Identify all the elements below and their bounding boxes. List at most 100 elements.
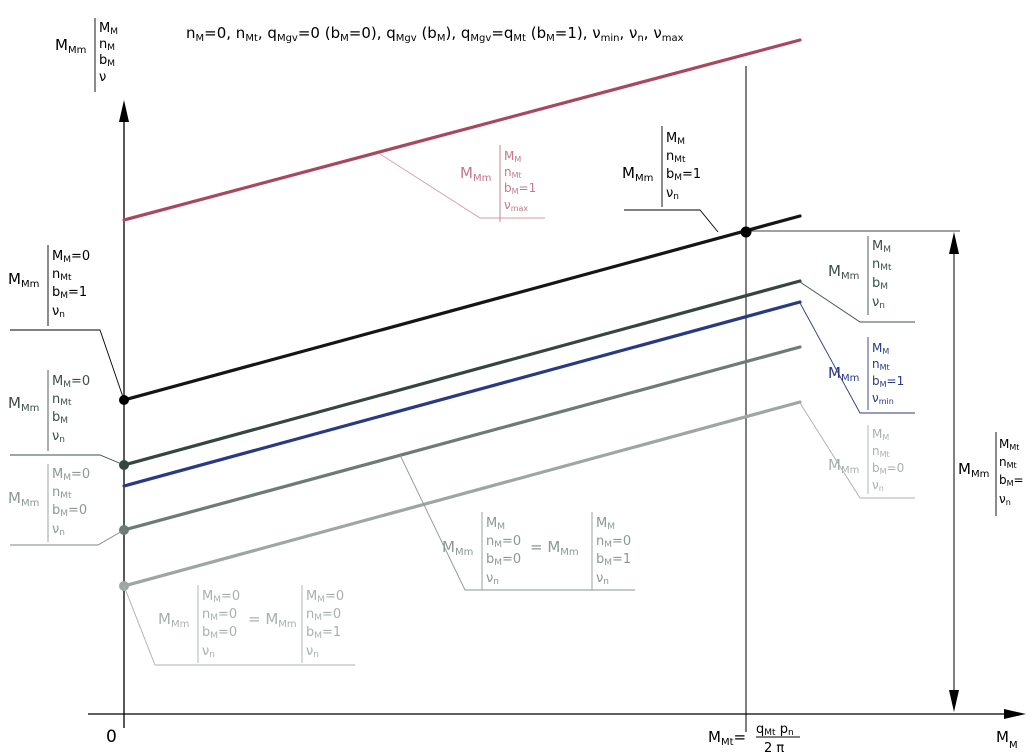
svg-text:νn: νn <box>486 571 499 587</box>
svg-text:νn: νn <box>999 492 1011 507</box>
svg-text:νn: νn <box>872 295 885 311</box>
label-black-right: MMm MM nMt bM=1 νn <box>622 126 701 207</box>
svg-text:qMt pn: qMt pn <box>756 722 794 738</box>
svg-text:M: M <box>1009 740 1018 751</box>
series-line-3 <box>122 279 802 467</box>
svg-text:= MMm: = MMm <box>248 610 297 630</box>
svg-text:nM=0: nM=0 <box>486 534 521 550</box>
svg-text:ν: ν <box>99 70 106 85</box>
svg-text:nMt: nMt <box>872 357 890 372</box>
svg-text:MMm: MMm <box>8 394 39 414</box>
svg-text:νmax: νmax <box>504 198 528 213</box>
svg-text:MM: MM <box>99 21 118 37</box>
svg-text:bM=1: bM=1 <box>52 285 87 301</box>
svg-text:νn: νn <box>52 522 65 538</box>
label-black-left: MMm MM=0 nMt bM=1 νn <box>8 245 90 326</box>
leader-grey-mid <box>399 454 635 591</box>
leader-dark-left <box>10 454 125 466</box>
svg-text:MMm: MMm <box>55 36 86 56</box>
svg-text:MM: MM <box>872 427 889 442</box>
label-light-bottom: MMm MM=0 nM=0 bM=0 νn = MMm MM=0 nM=0 bM… <box>158 585 344 663</box>
svg-text:nMt: nMt <box>666 149 686 165</box>
series-line-2 <box>122 214 802 402</box>
svg-text:bM: bM <box>52 410 68 426</box>
x-axis-label: M M <box>996 728 1018 751</box>
leader-red <box>379 153 545 219</box>
svg-text:nMt: nMt <box>504 165 522 180</box>
svg-text:MMm: MMm <box>828 456 859 476</box>
svg-text:bM: bM <box>872 276 888 292</box>
svg-text:M: M <box>996 728 1009 746</box>
svg-text:MM=0: MM=0 <box>52 467 90 483</box>
svg-text:nMt: nMt <box>52 392 72 408</box>
svg-text:nM=0: nM=0 <box>596 534 631 550</box>
svg-text:bM=: bM= <box>999 473 1024 488</box>
svg-text:MM: MM <box>666 131 685 147</box>
svg-text:nMt: nMt <box>872 257 892 273</box>
svg-text:νn: νn <box>52 304 65 320</box>
y-axis-arrowhead <box>119 100 129 122</box>
label-dark-right: MMm MM nMt bM νn <box>828 236 892 315</box>
label-nu-max: MMm MM nMt bM=1 νmax <box>460 145 536 222</box>
svg-text:nM=0: nM=0 <box>306 607 341 623</box>
svg-text:bM=0: bM=0 <box>52 503 87 519</box>
svg-text:MM: MM <box>486 516 505 532</box>
svg-text:MMm: MMm <box>442 538 473 558</box>
svg-text:bM: bM <box>99 53 115 69</box>
dimension-arrow-top <box>949 232 959 254</box>
svg-text:νn: νn <box>666 186 679 202</box>
svg-text:MM=0: MM=0 <box>52 249 90 265</box>
svg-text:νn: νn <box>52 429 65 445</box>
svg-text:MMt: MMt <box>999 437 1019 452</box>
svg-text:MMm: MMm <box>622 164 653 184</box>
svg-text:MMm: MMm <box>958 460 989 480</box>
leader-grey-left <box>10 529 125 546</box>
svg-text:nMt: nMt <box>52 485 72 501</box>
svg-text:bM=1: bM=1 <box>306 625 341 641</box>
svg-text:MMm: MMm <box>8 270 39 290</box>
leader-blue-right <box>799 302 915 414</box>
label-grey-left: MMm MM=0 nMt bM=0 νn <box>8 464 90 542</box>
svg-text:bM=1: bM=1 <box>596 552 631 568</box>
series-line-4 <box>122 300 802 488</box>
svg-text:νmin: νmin <box>872 391 894 406</box>
svg-text:nM: nM <box>99 37 115 53</box>
series-line-1 <box>122 38 802 222</box>
leader-black-right <box>624 209 719 233</box>
svg-text:bM=0: bM=0 <box>872 461 904 476</box>
svg-text:MM=0: MM=0 <box>202 589 240 605</box>
series-line-5 <box>122 345 802 532</box>
label-grey-middle: MMm MM nM=0 bM=0 νn = MMm MM nM=0 bM=1 ν… <box>442 512 631 590</box>
svg-text:MM: MM <box>596 516 615 532</box>
leader-light-right <box>799 402 915 499</box>
svg-text:nMt: nMt <box>52 267 72 283</box>
svg-text:nMt: nMt <box>872 444 890 459</box>
svg-text:bM=1: bM=1 <box>666 167 701 183</box>
label-dark-left: MMm MM=0 nMt bM νn <box>8 370 90 451</box>
svg-text:MM=0: MM=0 <box>306 589 344 605</box>
svg-text:νn: νn <box>306 644 319 660</box>
chart-title: nM=0, nMt, qMgv=0 (bM=0), qMgv (bM), qMg… <box>186 24 684 44</box>
svg-text:2 π: 2 π <box>764 741 784 754</box>
series-layer <box>119 38 802 591</box>
svg-text:MM: MM <box>872 341 889 356</box>
leader-black-left <box>10 329 125 401</box>
intersection-point <box>740 226 752 238</box>
svg-text:νn: νn <box>202 644 215 660</box>
svg-text:MM: MM <box>872 239 891 255</box>
svg-text:νn: νn <box>596 571 609 587</box>
svg-text:MMt=: MMt= <box>708 728 746 748</box>
series-line-6 <box>122 400 802 588</box>
svg-text:bM=0: bM=0 <box>202 625 237 641</box>
svg-text:nM=0: nM=0 <box>202 607 237 623</box>
svg-text:MM: MM <box>504 149 521 164</box>
svg-text:MM=0: MM=0 <box>52 374 90 390</box>
y-axis-label: MMm MM nM bM ν <box>55 18 118 92</box>
svg-text:= MMm: = MMm <box>530 538 579 558</box>
x-mark-label: MMt= qMt pn 2 π <box>708 722 800 754</box>
svg-text:nMt: nMt <box>999 455 1017 470</box>
svg-text:MMm: MMm <box>8 489 39 509</box>
leader-dark-right <box>799 281 915 323</box>
svg-text:nM=0, nMt, qMgv=0 (bM=0), qMg: nM=0, nMt, qMgv=0 (bM=0), qMgv (bM), qMg… <box>186 24 684 44</box>
